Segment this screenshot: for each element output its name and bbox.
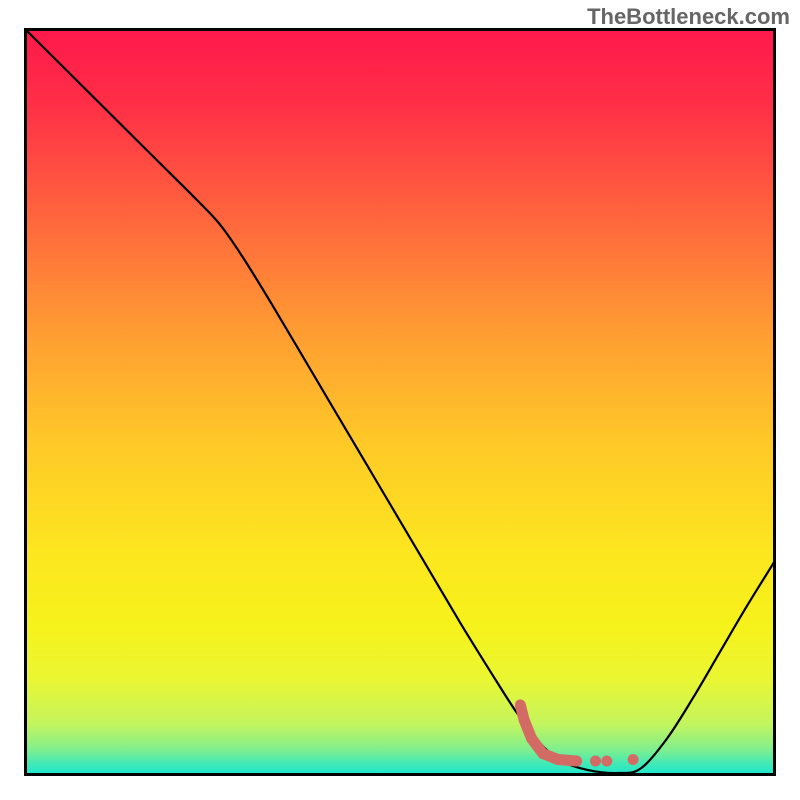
plot-area [24,28,776,776]
watermark-text: TheBottleneck.com [587,4,790,30]
chart-container: TheBottleneck.com [0,0,800,800]
plot-svg [24,28,776,776]
